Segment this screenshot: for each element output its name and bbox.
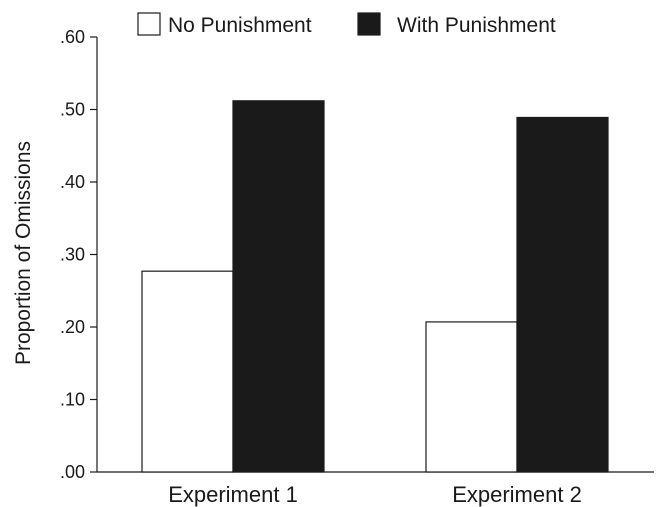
bar-experiment-1-with-punishment bbox=[232, 100, 325, 473]
bar-experiment-2-with-punishment bbox=[516, 116, 609, 473]
legend: No Punishment With Punishment bbox=[137, 12, 556, 37]
y-tick-label: .00 bbox=[60, 462, 85, 482]
x-category-label: Experiment 1 bbox=[168, 482, 298, 507]
y-tick-label: .30 bbox=[60, 245, 85, 265]
y-tick-label: .20 bbox=[60, 317, 85, 337]
bars bbox=[141, 100, 609, 473]
y-axis-title: Proportion of Omissions bbox=[12, 141, 35, 365]
legend-swatch-no-punishment bbox=[137, 12, 161, 36]
y-tick-label: .50 bbox=[60, 100, 85, 120]
bar-experiment-1-no-punishment bbox=[141, 270, 234, 473]
legend-label-no-punishment: No Punishment bbox=[168, 14, 312, 37]
x-category-label: Experiment 2 bbox=[452, 482, 582, 507]
legend-swatch-with-punishment bbox=[357, 12, 381, 36]
y-ticks: .00 .10 .20 .30 .40 .50 .60 bbox=[60, 27, 97, 482]
y-tick-label: .40 bbox=[60, 172, 85, 192]
x-category-labels: Experiment 1 Experiment 2 bbox=[168, 482, 582, 507]
y-tick-label: .10 bbox=[60, 390, 85, 410]
bar-experiment-2-no-punishment bbox=[425, 321, 518, 473]
y-tick-label: .60 bbox=[60, 27, 85, 47]
legend-label-with-punishment: With Punishment bbox=[397, 14, 556, 37]
